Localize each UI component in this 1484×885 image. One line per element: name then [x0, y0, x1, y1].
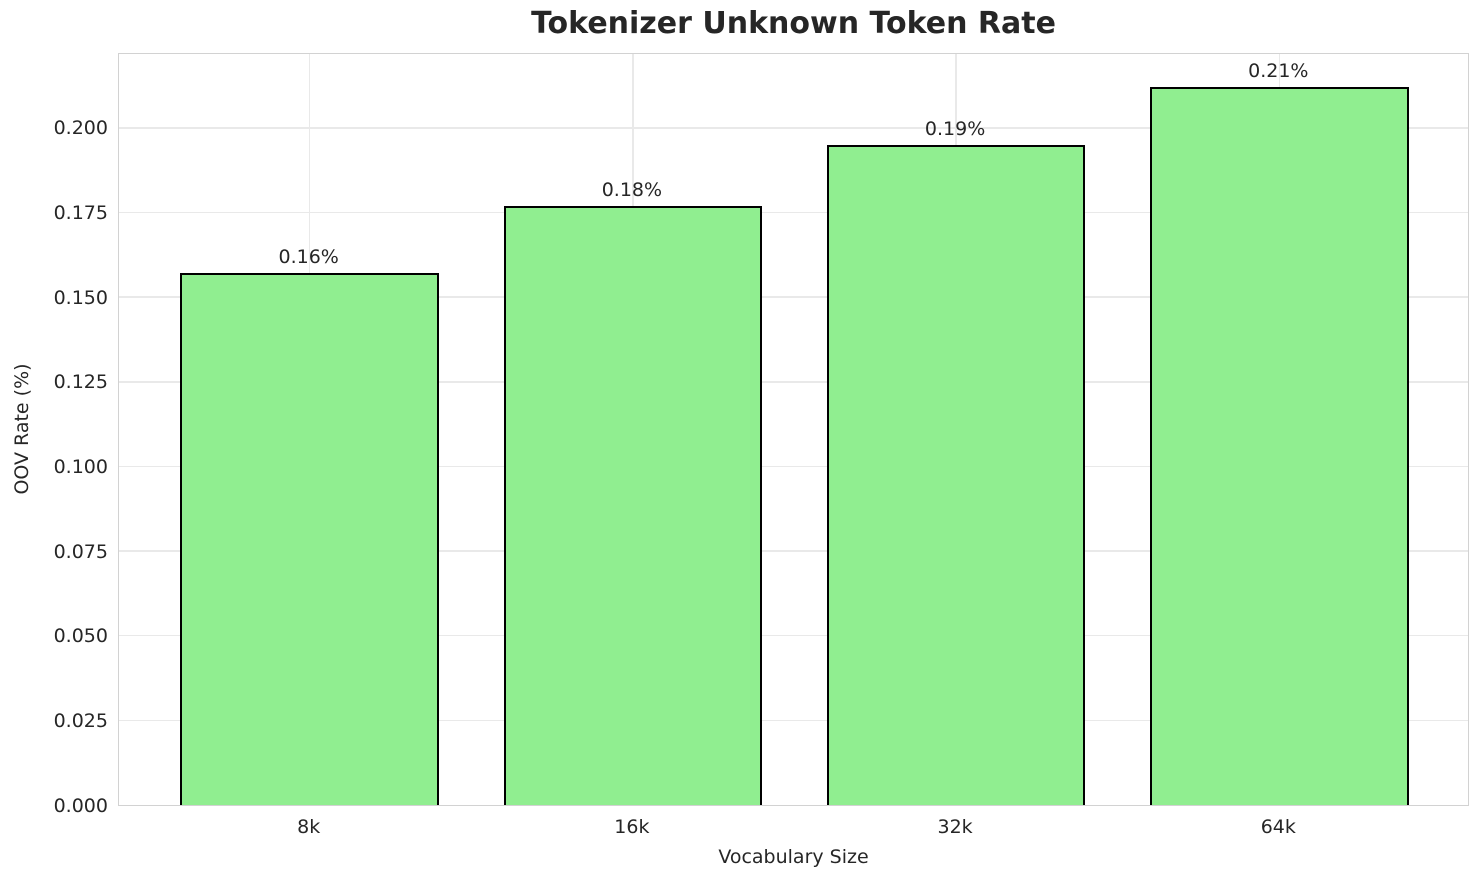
x-tick-label: 8k — [297, 816, 321, 838]
y-tick-label: 0.075 — [53, 540, 108, 563]
y-gridline — [119, 211, 1468, 214]
y-gridline — [119, 381, 1468, 383]
chart-title: Tokenizer Unknown Token Rate — [531, 6, 1056, 41]
x-axis-label: Vocabulary Size — [718, 846, 869, 868]
y-gridline — [119, 127, 1468, 129]
y-tick-label: 0.175 — [53, 201, 108, 224]
x-tick-label: 32k — [937, 816, 973, 838]
bar-value-label: 0.21% — [1248, 60, 1309, 83]
x-tick-label: 64k — [1260, 816, 1296, 838]
y-tick-label: 0.125 — [53, 371, 108, 394]
bar-64k — [1150, 87, 1409, 805]
y-tick-label: 0.150 — [53, 286, 108, 309]
x-tick-label: 16k — [614, 816, 650, 838]
y-tick-label: 0.000 — [53, 794, 108, 817]
plot-area — [118, 53, 1469, 806]
y-gridline — [119, 634, 1468, 637]
bar-8k — [180, 273, 439, 805]
y-tick-label: 0.050 — [53, 625, 108, 648]
y-gridline — [119, 296, 1468, 298]
y-tick-label: 0.025 — [53, 709, 108, 732]
y-gridline — [119, 719, 1468, 722]
bar-value-label: 0.18% — [601, 178, 663, 201]
y-tick-label: 0.200 — [53, 117, 108, 140]
bar-value-label: 0.19% — [924, 117, 986, 140]
y-tick-label: 0.100 — [53, 455, 108, 478]
bar-32k — [826, 144, 1086, 805]
bar-16k — [503, 205, 763, 805]
y-gridline — [119, 550, 1468, 552]
y-gridline — [119, 465, 1468, 468]
bar-value-label: 0.16% — [278, 246, 339, 269]
